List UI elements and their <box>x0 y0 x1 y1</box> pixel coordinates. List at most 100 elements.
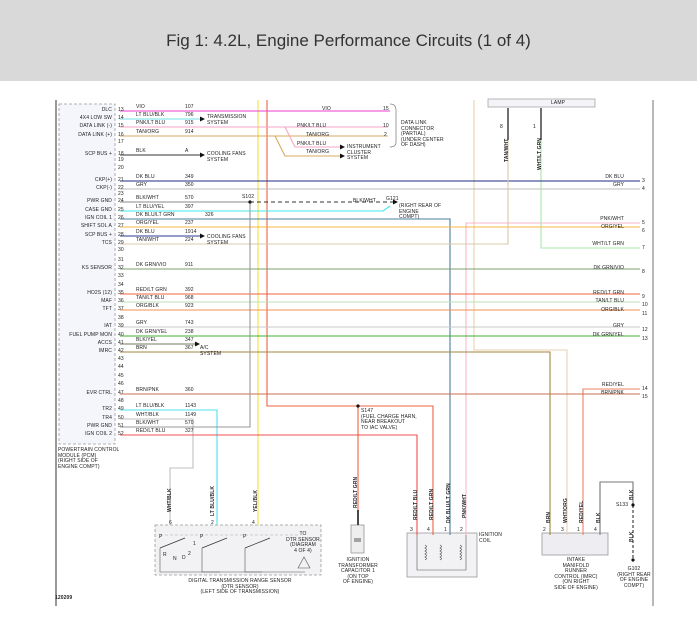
pcm-pin-function: IGN COIL 1 <box>85 215 112 221</box>
s133-label: S133 <box>616 502 629 508</box>
lamp-box <box>487 98 596 108</box>
pcm-wire-label: BLK/WHT <box>136 420 159 426</box>
dest-ac: A/C SYSTEM <box>200 345 222 357</box>
dtr-switch-bus <box>244 548 305 573</box>
lamp-label: LAMP <box>551 100 566 106</box>
pcm-pin-function: CKP(-) <box>96 185 112 191</box>
wire-pin-51 <box>120 202 251 428</box>
wire-pin-42 <box>120 351 551 535</box>
pcm-pin-function: PWR GND <box>87 423 112 429</box>
pcm-wire-label: GRY <box>136 182 148 188</box>
pcm-pin-number: 29 <box>118 240 124 246</box>
pcm-pin-number: 40 <box>118 332 124 338</box>
pcm-pin-number: 24 <box>118 198 124 204</box>
pcm-wire-label: DK BLU/LT GRN <box>136 212 175 218</box>
pcm-circuit-number: 392 <box>185 287 194 293</box>
pcm-circuit-number: 349 <box>185 174 194 180</box>
pcm-pin-function: IAT <box>104 323 112 329</box>
pcm-wire-label: RED/LT BLU <box>136 428 166 434</box>
pcm-pin-function: DATA LINK (+) <box>78 132 112 138</box>
pcm-wire-label: PNK/LT BLU <box>136 120 166 126</box>
right-wire-label: PNK/WHT <box>600 216 624 222</box>
pcm-wire-label: BLK/YEL <box>136 337 157 343</box>
wire-wht-org <box>473 100 568 535</box>
pcm-pin-number: 16 <box>118 132 124 138</box>
pcm-pin-function: IMRC <box>98 348 112 354</box>
pcm-pin-number: 14 <box>118 115 124 121</box>
wire-pin-25 <box>120 205 391 212</box>
s102-label: S102 <box>242 194 255 200</box>
switch-label: P <box>200 534 204 540</box>
imrc-pin: 2 <box>543 527 546 533</box>
right-pin-number: 8 <box>642 268 645 275</box>
dtr-pin: 6 <box>169 520 172 526</box>
pcm-wire-label: WHT/BLK <box>136 412 159 418</box>
dlc-label: DATA LINK CONNECTOR (PARTIAL) (UNDER CEN… <box>401 120 444 149</box>
pcm-circuit-number: 397 <box>185 204 194 210</box>
vertical-wire-label: LT BLU/BLK <box>210 485 216 516</box>
g102-label: G102 (RIGHT REAR OF ENGINE COMPT) <box>617 566 651 589</box>
pcm-circuit-number: 350 <box>185 182 194 188</box>
vertical-wire-label: YEL/BLK <box>253 489 259 512</box>
pcm-wire-label: DK GRN/YEL <box>136 329 168 335</box>
pcm-pin-function: DLC <box>101 107 112 113</box>
pcm-circuit-number: 327 <box>185 428 194 434</box>
vertical-wire-label: RED/LT BLU <box>413 489 419 520</box>
arrow-icon <box>200 116 205 122</box>
vertical-wire-label: PNK/WHT <box>462 493 468 518</box>
pcm-pin-function: SCP BUS + <box>84 232 112 238</box>
pcm-circuit-number: 968 <box>185 295 194 301</box>
right-wire-label: DK GRN/YEL <box>592 332 624 338</box>
pcm-pin-function: TFT <box>102 306 112 312</box>
pcm-pin-number: 52 <box>118 431 124 437</box>
wire-red-lt-grn <box>266 100 434 535</box>
ignition-coil-box <box>406 532 478 578</box>
dtr-switch-bus <box>159 548 220 573</box>
pcm-pin-number: 25 <box>118 207 124 213</box>
wire-pin-50 <box>120 418 194 525</box>
vertical-wire-label: RED/LT GRN <box>353 476 359 508</box>
arrow-icon <box>195 341 200 347</box>
right-wire-label: ORG/YEL <box>601 224 624 230</box>
dtr-pin: 4 <box>252 520 255 526</box>
vertical-wire-label: BLK <box>596 512 602 523</box>
imrc-label: INTAKE MANIFOLD RUNNER CONTROL (IMRC) (O… <box>554 557 598 591</box>
switch-label: D <box>182 555 186 561</box>
right-pin-number: 9 <box>642 293 645 300</box>
pcm-pin-number: 48 <box>118 398 124 404</box>
wire-wht-lt-grn <box>540 140 640 249</box>
pcm-pin-number: 15 <box>118 123 124 129</box>
pcm-wire-label: DK BLU <box>136 229 155 235</box>
pcm-pin-number: 18 <box>118 151 124 157</box>
dtr-switch-icon <box>159 537 186 549</box>
pcm-pin-function: MAF <box>101 298 112 304</box>
pcm-pin-number: 17 <box>118 139 124 145</box>
capacitor-label: IGNITION TRANSFORMER CAPACITOR 1 (ON TOP… <box>338 557 378 586</box>
vertical-wire-label: BLK <box>629 531 635 542</box>
pcm-pin-function: PWR GND <box>87 198 112 204</box>
right-pin-number: 10 <box>642 301 648 308</box>
pcm-wire-label: ORG/YEL <box>136 220 159 226</box>
arrow-icon <box>340 153 345 159</box>
figure-title: Fig 1: 4.2L, Engine Performance Circuits… <box>166 31 531 50</box>
vertical-wire-label: BRN <box>546 511 552 523</box>
imrc-box <box>541 532 609 556</box>
wire-blk <box>599 481 634 535</box>
pcm-circuit-number: 570 <box>185 195 194 201</box>
s147-label: S147 (FUEL CHARGE HARN, NEAR BREAKOUT TO… <box>361 408 417 431</box>
right-wire-label: GRY <box>612 323 624 329</box>
wire-pin-29 <box>120 140 509 245</box>
pcm-pin-function: IGN COIL 2 <box>85 431 112 437</box>
pcm-circuit-number: 914 <box>185 129 194 135</box>
dlc-wire-label: TAN/ORG <box>306 132 330 138</box>
switch-label: R <box>163 552 167 558</box>
pcm-pin-number: 44 <box>118 364 124 370</box>
right-pin-number: 12 <box>642 326 648 333</box>
pcm-circuit-number: 107 <box>185 104 194 110</box>
pcm-circuit-number: 1143 <box>185 403 197 409</box>
vertical-wire-label: WHT/BLK <box>167 488 173 512</box>
pcm-pin-number: 42 <box>118 348 124 354</box>
pcm-pin-function: TR4 <box>102 415 112 421</box>
pcm-wire-label: ORG/BLK <box>136 303 159 309</box>
